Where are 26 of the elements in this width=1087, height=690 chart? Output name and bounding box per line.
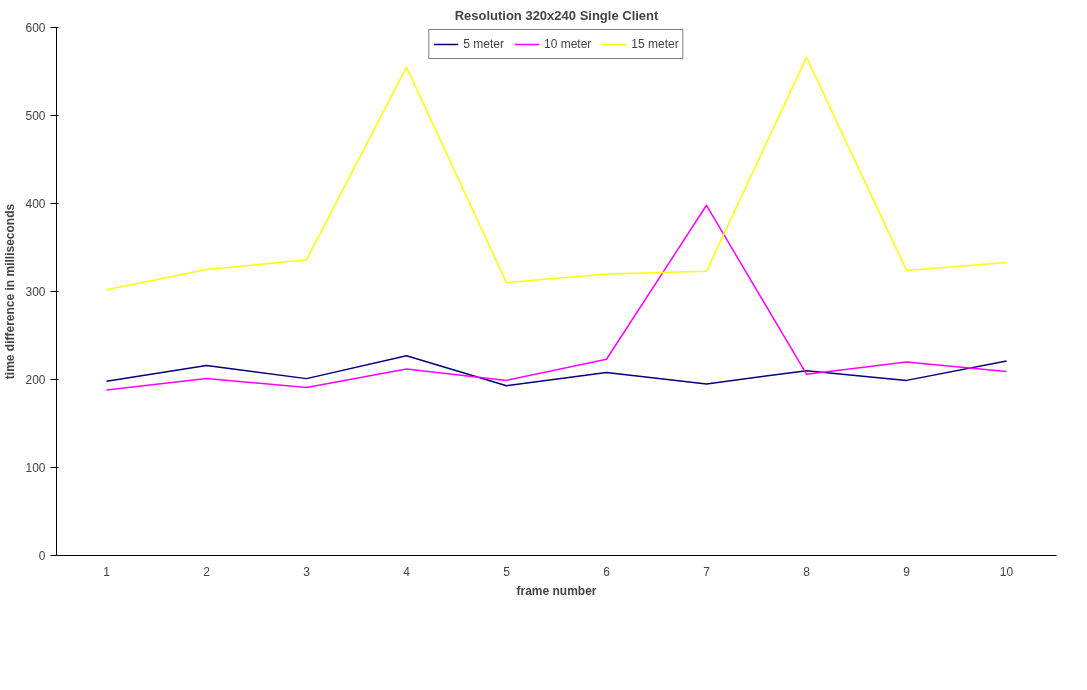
y-tick-label: 500 (25, 109, 46, 123)
y-tick-label: 200 (25, 373, 46, 387)
x-axis-title: frame number (516, 583, 597, 598)
line-series (105, 204, 1008, 391)
line-series (105, 56, 1008, 291)
x-tick-label: 8 (803, 564, 811, 579)
x-tick-label: 2 (203, 564, 211, 579)
y-tick-label: 600 (25, 21, 46, 35)
x-tick-label: 3 (303, 564, 311, 579)
y-tick-label: 400 (25, 197, 46, 211)
x-tick-label: 9 (903, 564, 911, 579)
legend-label: 15 meter (631, 37, 679, 51)
y-tick-label: 100 (25, 461, 46, 475)
legend-label: 5 meter (463, 37, 504, 51)
x-tick-label: 5 (503, 564, 511, 579)
x-tick-label: 7 (703, 564, 711, 579)
line-series (105, 354, 1008, 387)
x-tick-label: 10 (999, 564, 1014, 579)
x-tick-label: 1 (103, 564, 111, 579)
chart-title: Resolution 320x240 Single Client (454, 7, 660, 23)
x-tick-label: 6 (603, 564, 611, 579)
y-tick-label: 0 (38, 549, 46, 563)
legend-label: 10 meter (543, 37, 592, 51)
y-axis-title: time difference in milliseconds (3, 203, 18, 380)
y-tick-label: 300 (25, 285, 46, 299)
x-tick-label: 4 (403, 564, 411, 579)
